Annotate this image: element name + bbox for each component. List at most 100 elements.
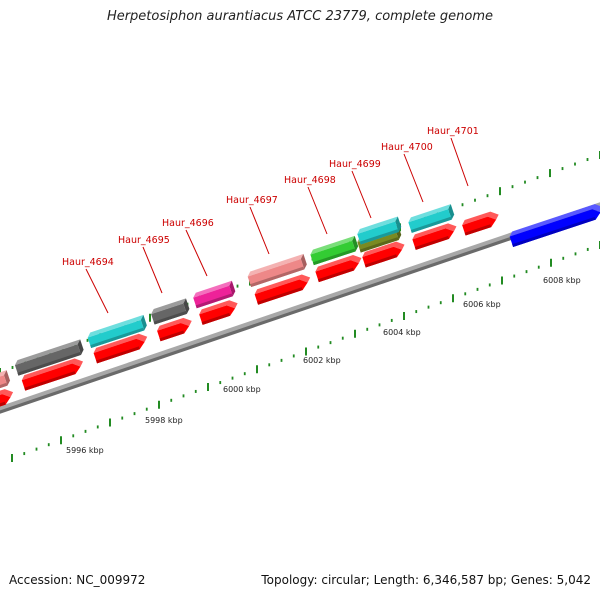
gene-front-face [247,258,305,288]
gene-leader-line [351,170,372,219]
gene-shade [250,266,305,288]
gene-label[interactable]: Haur_4695 [118,235,170,246]
gene-top-face [412,223,457,240]
gene-feature[interactable] [0,387,16,409]
scale-label: 6008 kbp [543,276,581,285]
gene-feature[interactable] [150,298,191,325]
gene-side-face [4,370,11,386]
map-title: Herpetosiphon aurantiacus ATCC 23779, co… [106,9,494,24]
gene-top-face [315,255,362,272]
gene-label[interactable]: Haur_4699 [329,159,381,170]
gene-feature[interactable] [246,253,308,288]
gene-shade [359,237,399,253]
gene-side-face [183,298,190,314]
gene-top-face [14,339,81,366]
gene-shade [359,229,399,245]
gene-top-face [462,211,499,226]
gene-front-face [357,221,399,245]
gene-feature[interactable] [461,209,502,236]
gene-leader-line [403,153,424,203]
gene-feature[interactable] [314,253,364,283]
gene-feature[interactable] [361,239,407,268]
scale-labels: 5996 kbp 5998 kbp 6000 kbp 6002 kbp 6004 kbp… [66,276,581,455]
gene-front-face [193,285,233,309]
gene-top-face [157,317,192,331]
gene-label[interactable]: Haur_4698 [284,175,336,186]
gene-feature[interactable] [508,202,600,247]
gene-side-face [448,204,455,220]
gene-top-face [93,333,148,353]
gene-shade [312,248,356,266]
gene-front-face [87,319,145,349]
gene-top-face [0,389,14,398]
gene-labels[interactable]: Haur_4694 Haur_4695 Haur_4696 Haur_4697 Haur… [62,126,479,314]
gene-feature[interactable] [407,204,455,233]
gene-label[interactable]: Haur_4694 [62,257,114,268]
gene-shade [24,371,76,391]
gene-leader-line [249,206,270,255]
gene-label[interactable]: Haur_4696 [162,218,214,229]
gene-label[interactable]: Haur_4701 [427,126,479,137]
scale-label: 6000 kbp [223,385,261,394]
gene-feature[interactable] [21,356,86,391]
accession-text: Accession: NC_009972 [9,573,146,587]
gene-front-face [310,240,356,266]
gene-shade [364,254,398,268]
gene-side-face [352,235,359,252]
scale-label: 5998 kbp [145,416,183,425]
gene-shade [90,327,145,349]
gene-leader-line [450,137,469,187]
gene-front-face [14,344,82,376]
gene-shade [410,216,452,233]
gene-feature[interactable] [0,370,11,389]
scale-label: 6002 kbp [303,356,341,365]
gene-label[interactable]: Haur_4697 [226,195,278,206]
scale-label: 5996 kbp [66,446,104,455]
gene-shade [159,330,185,342]
gene-side-face [229,280,236,297]
gene-feature[interactable] [253,272,313,305]
gene-feature[interactable] [198,298,241,325]
gene-shade [17,352,82,376]
gene-feature[interactable] [192,280,237,309]
gene-feature[interactable] [14,339,85,376]
gene-top-face [151,298,186,315]
gene-shade [96,346,140,364]
gene-top-face [310,235,355,255]
scale-label: 6004 kbp [383,328,421,337]
gene-top-face [247,253,304,277]
gene-shade [201,312,231,325]
gene-shade [414,235,450,250]
gene-top-face [0,370,7,379]
gene-feature[interactable] [86,314,148,349]
gene-shade [464,224,492,236]
gene-side-face [395,216,402,232]
gene-feature[interactable] [156,316,195,342]
gene-side-face [140,314,147,331]
gene-shade [195,293,233,309]
gene-feature[interactable] [356,216,402,245]
genome-backbone [0,202,600,414]
gene-shade [317,267,354,283]
genome-summary-text: Topology: circular; Length: 6,346,587 bp… [261,573,591,587]
gene-label[interactable]: Haur_4700 [381,142,433,153]
gene-top-face [21,358,84,381]
gene-feature[interactable] [411,221,459,250]
gene-top-face [362,241,405,258]
gene-feature[interactable] [309,235,359,266]
gene-shade [257,287,303,305]
gene-top-face [199,300,238,315]
gene-feature[interactable] [92,332,150,364]
gene-top-face [509,204,600,237]
gene-features[interactable] [0,202,600,409]
gene-top-face [87,314,144,338]
gene-shade [0,382,8,389]
gene-top-face [357,216,398,235]
gene-top-face [408,204,451,223]
gene-side-face [300,253,307,270]
gene-top-face [254,274,311,295]
gene-side-face [77,339,84,355]
gene-leader-line [185,229,208,277]
backbone-line [0,202,600,411]
